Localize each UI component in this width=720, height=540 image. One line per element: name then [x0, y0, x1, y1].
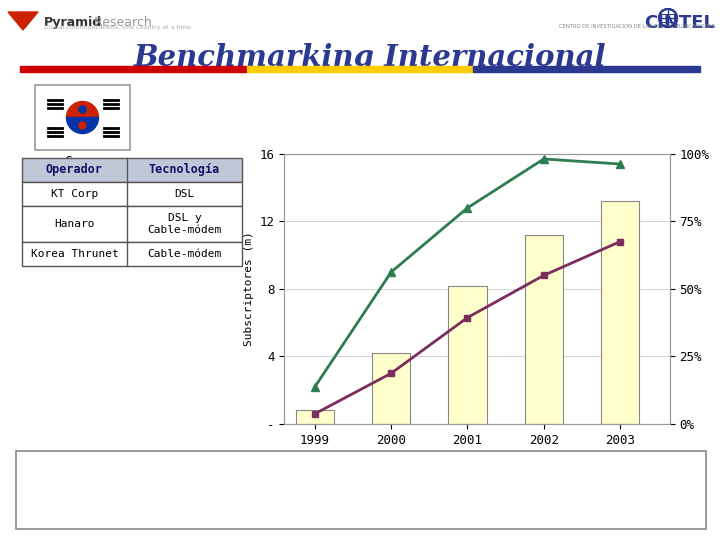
- Text: Pyramid: Pyramid: [44, 16, 102, 29]
- Text: Operador: Operador: [46, 164, 103, 177]
- Wedge shape: [74, 118, 91, 125]
- Bar: [22, 182, 242, 206]
- Legend: Subs Banda Ancha, Hogares, Empresas: Subs Banda Ancha, Hogares, Empresas: [302, 471, 652, 490]
- Wedge shape: [74, 110, 91, 118]
- Wedge shape: [66, 102, 99, 118]
- Bar: [525, 235, 563, 424]
- Text: Corea: Corea: [64, 155, 102, 168]
- Circle shape: [79, 106, 86, 113]
- Text: Cable-módem: Cable-módem: [148, 249, 222, 259]
- Bar: [22, 242, 242, 266]
- Bar: [35, 85, 130, 150]
- Text: KT Corp: KT Corp: [51, 189, 98, 199]
- Text: CENTRO DE INVESTIGACION DE LAS TELECOMUNICACIONES: CENTRO DE INVESTIGACION DE LAS TELECOMUN…: [559, 24, 715, 29]
- Text: Hanaro: Hanaro: [54, 219, 95, 229]
- Bar: [36, 86, 129, 149]
- Wedge shape: [66, 118, 99, 133]
- Bar: [22, 206, 242, 242]
- Text: DSL y
Cable-módem: DSL y Cable-módem: [148, 213, 222, 235]
- Bar: [473, 66, 700, 72]
- Text: Research: Research: [90, 16, 152, 29]
- Bar: [296, 410, 334, 424]
- Text: Global communications, one country at a time.: Global communications, one country at a …: [44, 25, 193, 30]
- Text: CINTEL: CINTEL: [644, 14, 715, 32]
- Text: Korea Thrunet: Korea Thrunet: [31, 249, 118, 259]
- Bar: [247, 66, 473, 72]
- Circle shape: [79, 122, 86, 129]
- Bar: [601, 201, 639, 424]
- Bar: [22, 158, 242, 182]
- Polygon shape: [8, 12, 38, 30]
- Y-axis label: Subscriptores (m): Subscriptores (m): [244, 232, 254, 346]
- Text: DSL: DSL: [174, 189, 194, 199]
- Bar: [20, 66, 247, 72]
- Text: Benchmarking Internacional: Benchmarking Internacional: [134, 43, 606, 72]
- Bar: [372, 353, 410, 424]
- Text: Tecnología: Tecnología: [149, 164, 220, 177]
- Text: Corea del Sur es el país más avanzado del mundo en lo que se refiere a la
adopci: Corea del Sur es el país más avanzado de…: [25, 460, 539, 503]
- Bar: [449, 286, 487, 424]
- Y-axis label: Penetración (%): Penetración (%): [719, 238, 720, 340]
